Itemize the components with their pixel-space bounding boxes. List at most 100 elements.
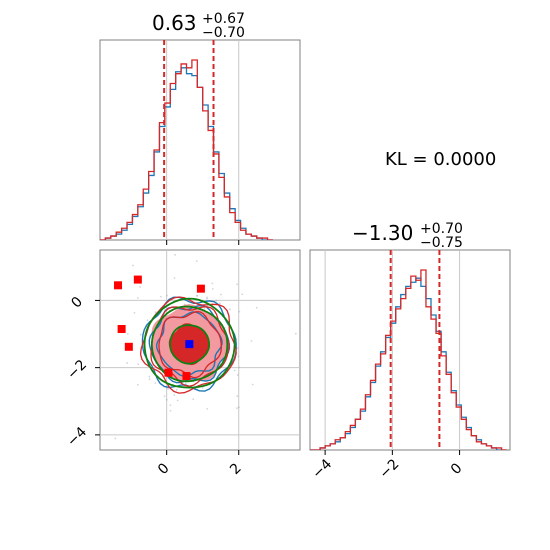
contour-blue-0 [155, 311, 223, 378]
kl-divergence-label: KL = 0.0000 [385, 149, 496, 170]
y-tick-label-0: −4 [64, 424, 90, 450]
panel-2d-y-ticks: −4 −2 0 [64, 294, 90, 450]
sample-dot [174, 253, 176, 256]
sample-dot [236, 395, 239, 398]
sample-dot [126, 362, 129, 364]
param2-plus-error: +0.70 [420, 221, 463, 237]
panel-param1-grid [166, 40, 240, 245]
red-sample-marker-2 [117, 324, 126, 333]
sample-dot [237, 355, 240, 358]
panel-param2-grid [324, 250, 461, 455]
sample-dot [133, 311, 136, 314]
sample-dot [255, 306, 258, 309]
sample-dot [159, 295, 162, 298]
sample-dot [294, 332, 297, 335]
sample-dot [139, 286, 141, 288]
sample-dot [206, 296, 208, 299]
param1-title: 0.63 [152, 11, 197, 35]
panel-2d-frame [99, 249, 301, 451]
x-tick-label-0: 0 [155, 460, 173, 478]
panel-param2-x-ticks: −4 −2 0 [309, 456, 465, 482]
param2-hist-red [310, 269, 507, 450]
contour-blue-1 [148, 304, 231, 384]
sample-dot [165, 294, 168, 297]
sample-dot [195, 260, 198, 263]
sample-dot [167, 387, 170, 390]
sample-dot [173, 277, 176, 279]
sample-dot [169, 409, 172, 412]
x-tick-label-0: −4 [309, 456, 335, 482]
x-tick-label-1: −2 [377, 456, 403, 482]
sample-dot [211, 287, 214, 290]
y-tick-label-2: 0 [68, 294, 86, 312]
sample-dot [175, 388, 178, 391]
sample-dot [218, 302, 221, 305]
panel-param2-frame [309, 249, 511, 451]
red-sample-marker-1 [133, 275, 142, 284]
sample-dot [206, 407, 209, 410]
param1-hist-red [100, 59, 273, 240]
contour-green-2 [143, 297, 236, 389]
red-sample-marker-4 [196, 284, 205, 293]
contour-green-0 [169, 324, 211, 365]
sample-dot [206, 297, 208, 300]
sample-dot [201, 386, 204, 389]
sample-dot [250, 340, 253, 342]
red-sample-marker-3 [124, 342, 133, 351]
sample-dot [203, 308, 206, 310]
sample-dot [165, 398, 168, 401]
sample-dot [220, 293, 222, 296]
sample-dot [154, 382, 157, 384]
sample-dot [229, 308, 231, 311]
sample-dot [169, 404, 172, 407]
sample-dot [215, 299, 218, 302]
red-sample-marker-5 [164, 368, 173, 377]
sample-dot [238, 366, 241, 369]
sample-dot [137, 363, 140, 366]
sample-dot [236, 283, 239, 286]
sample-dot [235, 407, 238, 410]
panel-param2-hist: −4 −2 0 −1.30 +0.70 −0.75 [309, 221, 511, 482]
sample-dot [148, 378, 151, 381]
param2-title: −1.30 [352, 221, 413, 245]
sample-dot [233, 369, 236, 372]
sample-dot [236, 347, 239, 350]
sample-dot [238, 406, 240, 409]
panel-2d-content [114, 253, 297, 440]
sample-dot [241, 293, 244, 296]
sample-dot [163, 395, 166, 398]
sample-dot [211, 282, 214, 285]
red-sample-marker-6 [182, 372, 191, 381]
sample-dot [238, 310, 241, 313]
sample-dot [148, 375, 151, 378]
param1-minus-error: −0.70 [202, 25, 245, 41]
sample-dot [192, 398, 195, 401]
sample-dot [154, 311, 157, 314]
sample-dot [146, 319, 149, 322]
sample-dot [196, 294, 199, 297]
sample-dot [236, 374, 239, 376]
sample-dot [196, 294, 198, 297]
sample-dot [251, 383, 254, 386]
contour-red-0 [158, 311, 222, 379]
x-tick-label-2: 0 [448, 460, 466, 478]
sample-dot [173, 394, 176, 396]
sample-dot [136, 297, 139, 299]
sample-dot [176, 399, 179, 402]
sample-dot [132, 264, 134, 267]
x-tick-label-1: 2 [227, 460, 245, 478]
y-tick-label-1: −2 [64, 357, 90, 383]
param1-plus-error: +0.67 [202, 11, 245, 27]
sample-dot [139, 333, 142, 336]
sample-dot [126, 333, 129, 335]
true-value-marker [185, 340, 194, 349]
red-sample-marker-0 [114, 281, 123, 290]
sample-dot [136, 383, 139, 386]
contour-green-1 [150, 305, 229, 383]
panel-param1-frame [99, 39, 301, 241]
param2-minus-error: −0.75 [420, 235, 463, 251]
panel-param1-hist: 0.63 +0.67 −0.70 [99, 11, 301, 245]
